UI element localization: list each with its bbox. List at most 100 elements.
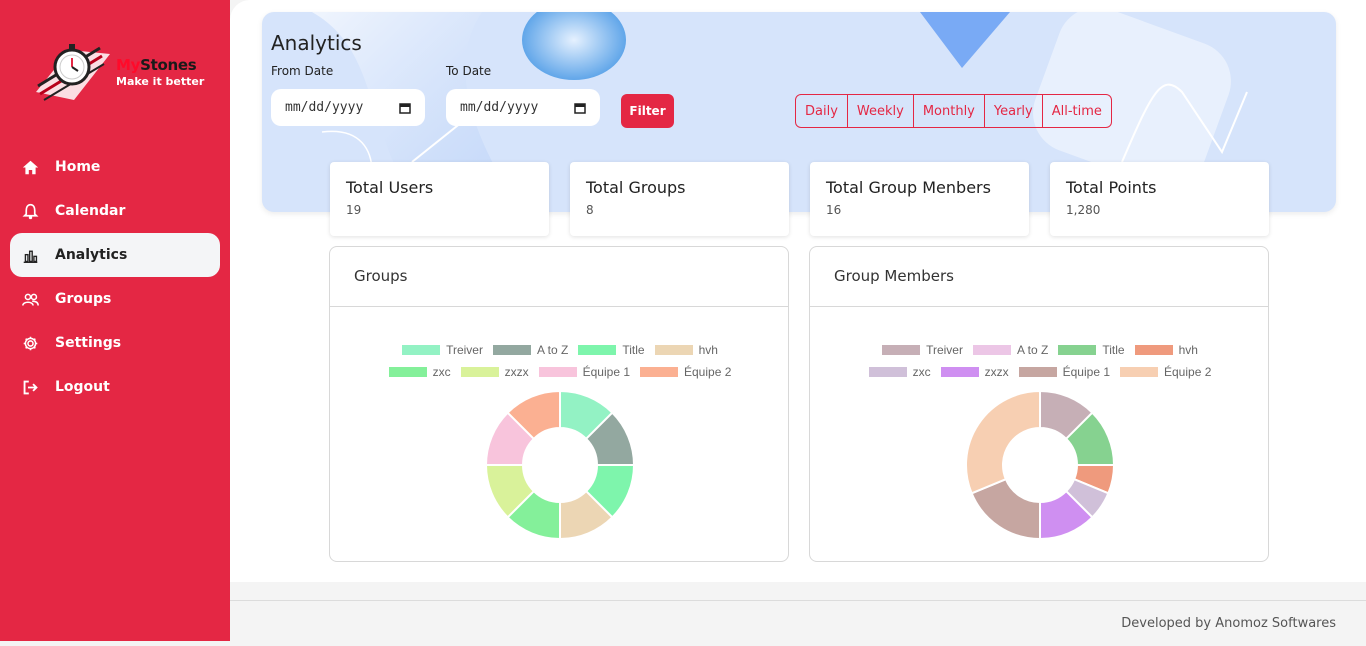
legend-item[interactable]: zxzx [940,365,1009,379]
legend-item[interactable]: Équipe 2 [1120,365,1211,379]
calendar-icon[interactable] [399,102,411,114]
sidebar-item-calendar[interactable]: Calendar [10,189,220,233]
legend-label: zxzx [504,365,529,379]
brand: MyStones Make it better [116,56,204,88]
legend-swatch [538,367,577,377]
chart-legend: Treiver A to Z Title hvh zxc zxzx Équipe 1 Équi… [810,339,1270,383]
stat-card-total-users: Total Users 19 [330,162,549,236]
legend-label: zxc [912,365,931,379]
legend-item[interactable]: Treiver [882,343,963,357]
sidebar-item-label: Calendar [55,203,126,219]
from-date-input[interactable]: mm/dd/yyyy [271,89,425,126]
stat-label: Total Groups [586,178,686,197]
group-members-donut-chart [965,389,1116,541]
legend-item[interactable]: Title [1058,343,1125,357]
period-yearly-button[interactable]: Yearly [985,95,1043,127]
gear-icon [20,333,40,353]
stat-value: 8 [586,203,594,217]
legend-item[interactable]: A to Z [492,343,569,357]
banner-decoration-icon [312,12,1248,212]
legend-label: Équipe 2 [684,365,732,379]
legend-item[interactable]: A to Z [972,343,1049,357]
legend-label: Treiver [926,343,963,357]
logout-icon [20,377,40,397]
brand-tagline: Make it better [116,75,205,88]
sidebar-item-logout[interactable]: Logout [10,365,220,409]
legend-swatch [388,367,427,377]
legend-row: zxc zxzx Équipe 1 Équipe 2 [330,361,790,383]
calendar-icon[interactable] [574,102,586,114]
legend-swatch [972,345,1011,355]
brand-name-part1: My [116,56,141,74]
sidebar-item-analytics[interactable]: Analytics [10,233,220,277]
stat-label: Total Group Menbers [826,178,991,197]
legend-row: zxc zxzx Équipe 1 Équipe 2 [810,361,1270,383]
stat-label: Total Points [1066,178,1157,197]
stat-value: 16 [826,203,842,217]
donut-slice--quipe-2[interactable] [965,389,1041,495]
sidebar-item-label: Groups [55,291,112,307]
footer-credit: Developed by Anomoz Softwares [1121,616,1336,631]
home-icon [20,157,40,177]
legend-label: Équipe 2 [1164,365,1212,379]
sidebar-item-label: Settings [55,335,122,351]
brand-name: MyStones [116,56,204,74]
legend-item[interactable]: Équipe 2 [640,365,731,379]
logo [30,40,210,110]
legend-label: Title [1102,343,1125,357]
chart-card-title: Groups [330,247,788,307]
legend-swatch [882,345,921,355]
to-date-placeholder: mm/dd/yyyy [460,100,539,115]
stat-card-total-groups: Total Groups 8 [570,162,789,236]
legend-label: Équipe 1 [1062,365,1110,379]
bell-icon [20,201,40,221]
group-members-chart-card: Group Members Treiver A to Z Title hvh zxc zx… [809,246,1269,562]
chart-legend: Treiver A to Z Title hvh zxc zxzx Équipe 1 Équi… [330,339,790,383]
legend-item[interactable]: zxc [388,365,451,379]
legend-label: Treiver [446,343,483,357]
legend-swatch [578,345,617,355]
period-monthly-button[interactable]: Monthly [914,95,985,127]
legend-label: A to Z [536,343,569,357]
sidebar-nav: Home Calendar Analytics Groups Settings [10,145,220,409]
bar-chart-icon [20,245,40,265]
period-daily-button[interactable]: Daily [796,95,848,127]
legend-item[interactable]: zxc [868,365,931,379]
sidebar-item-home[interactable]: Home [10,145,220,189]
chart-card-title: Group Members [810,247,1268,307]
from-date-placeholder: mm/dd/yyyy [285,100,364,115]
legend-label: A to Z [1016,343,1049,357]
sidebar-item-settings[interactable]: Settings [10,321,220,365]
to-date-input[interactable]: mm/dd/yyyy [446,89,600,126]
from-date-label: From Date [271,64,334,78]
legend-swatch [1018,367,1057,377]
legend-item[interactable]: hvh [654,343,718,357]
filter-button[interactable]: Filter [621,94,674,128]
legend-label: zxc [432,365,451,379]
stat-label: Total Users [346,178,434,197]
page-title: Analytics [271,31,362,55]
sidebar-item-groups[interactable]: Groups [10,277,220,321]
legend-swatch [868,367,907,377]
sidebar-item-label: Logout [55,379,110,395]
legend-item[interactable]: zxzx [460,365,529,379]
legend-item[interactable]: Treiver [402,343,483,357]
legend-item[interactable]: Équipe 1 [538,365,630,379]
sidebar: MyStones Make it better Home Calendar An… [0,0,230,641]
legend-label: hvh [1178,343,1198,357]
brand-name-part2: Stones [140,56,197,74]
legend-swatch [940,367,979,377]
legend-item[interactable]: Équipe 1 [1018,365,1110,379]
legend-label: zxzx [984,365,1009,379]
to-date-label: To Date [446,64,492,78]
period-toggle-group: Daily Weekly Monthly Yearly All-time [795,94,1112,128]
stat-card-total-group-members: Total Group Menbers 16 [810,162,1029,236]
donut-slice--quipe-2[interactable] [506,389,561,441]
period-alltime-button[interactable]: All-time [1051,103,1102,119]
stat-card-total-points: Total Points 1,280 [1050,162,1269,236]
legend-item[interactable]: Title [578,343,645,357]
legend-item[interactable]: hvh [1134,343,1198,357]
period-weekly-button[interactable]: Weekly [848,95,914,127]
legend-swatch [654,345,693,355]
stat-value: 19 [346,203,362,217]
